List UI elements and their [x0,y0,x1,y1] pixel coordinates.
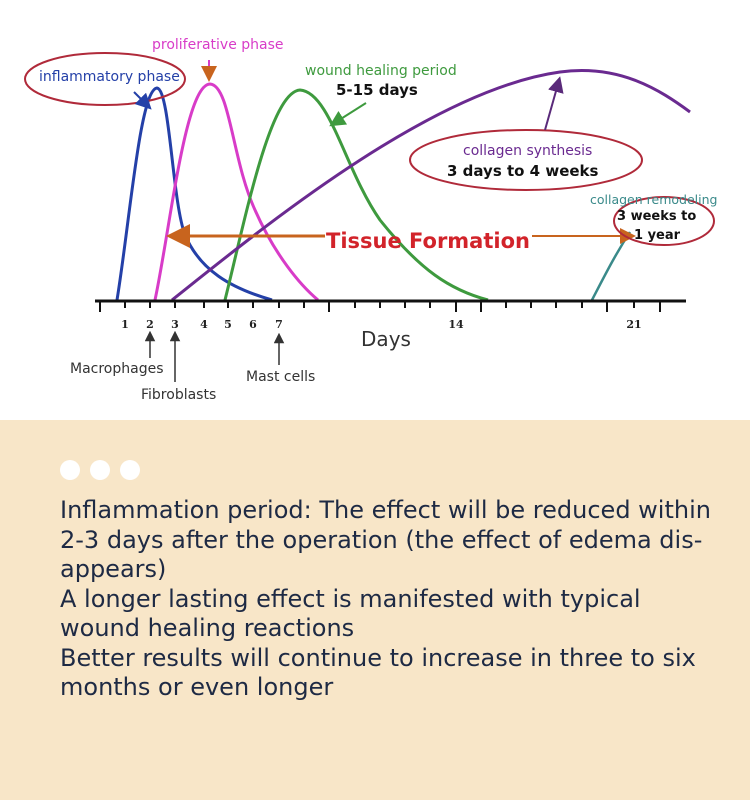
collagen-synthesis-curve [171,69,691,302]
tick-label-21: 21 [626,318,641,331]
proliferative-curve [153,82,319,302]
collagen-synthesis-range-label: 3 days to 4 weeks [447,162,599,180]
wound-healing-period-label: wound healing period [305,63,457,79]
inflammatory-pointer [133,91,152,110]
inflammatory-ellipse [24,52,186,106]
tick-label-3: 3 [171,318,179,331]
collagen-remodeling-ellipse [613,196,715,246]
mast-cells-label: Mast cells [246,369,315,385]
inflammatory-phase-label: inflammatory phase [39,69,180,85]
wound-healing-pointer [329,102,367,127]
macrophages-label: Macrophages [70,361,164,377]
dot-icon [120,460,140,480]
tick-label-5: 5 [224,318,232,331]
wound-healing-days-label: 5-15 days [336,81,418,99]
wound-healing-diagram: Tissue Formation inflammatory phase prol… [24,37,717,403]
tick-label-14: 14 [448,318,464,331]
diagram-panel: Tissue Formation inflammatory phase prol… [24,37,718,403]
tick-label-2: 2 [146,318,154,331]
dot-icon [60,460,80,480]
tick-label-4: 4 [200,318,208,331]
decorative-dots [60,460,140,480]
description-line-1: Inflammation period: The effect will be … [60,496,711,583]
tick-label-6: 6 [249,318,257,331]
description-line-2: A longer lasting effect is manifested wi… [60,584,641,643]
dot-icon [90,460,110,480]
collagen-synthesis-label: collagen synthesis [463,143,592,159]
wound-healing-curve [223,88,489,302]
description-text: Inflammation period: The effect will be … [60,496,720,703]
proliferative-phase-label: proliferative phase [152,37,284,53]
days-axis-label: Days [361,327,411,351]
tick-label-1: 1 [121,318,129,331]
collagen-synthesis-pointer [544,76,564,131]
text-panel [0,420,750,800]
collagen-remodeling-curve [590,231,632,301]
collagen-synthesis-ellipse [409,129,643,191]
description-line-3: Better results will continue to increase… [60,643,696,702]
tissue-formation-label: Tissue Formation [326,229,530,253]
collagen-remodeling-range-1: 3 weeks to [617,209,696,224]
collagen-remodeling-label: collagen remodeling [590,192,717,207]
tick-label-7: 7 [275,318,283,331]
collagen-remodeling-range-2: 1 year [634,228,681,243]
fibroblasts-label: Fibroblasts [141,387,216,403]
axis-ticks [99,301,661,312]
